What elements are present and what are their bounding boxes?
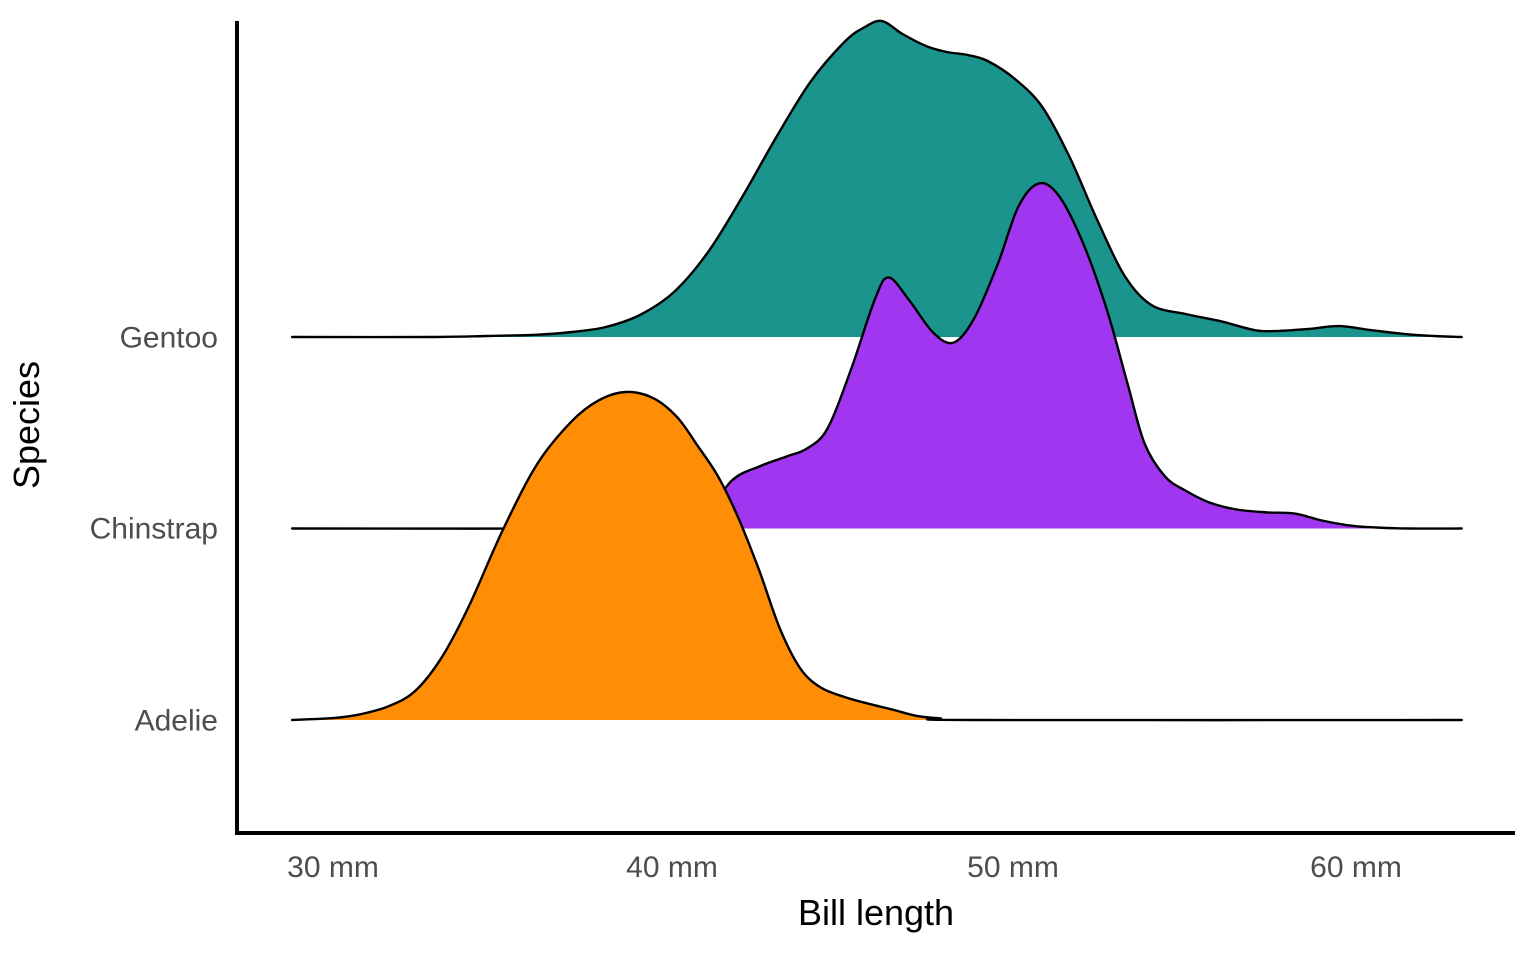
ridge-group (290, 19, 1463, 722)
y-tick-label-chinstrap: Chinstrap (90, 513, 218, 546)
x-tick-label-60mm: 60 mm (1310, 851, 1402, 884)
y-tick-label-gentoo: Gentoo (120, 322, 218, 355)
density-curve-gentoo (290, 19, 1463, 339)
x-tick-label-30mm: 30 mm (287, 851, 379, 884)
density-curve-adelie (290, 390, 1463, 722)
x-tick-label-40mm: 40 mm (626, 851, 718, 884)
density-curve-chinstrap (290, 181, 1463, 530)
y-axis-title: Species (6, 361, 47, 489)
y-tick-label-adelie: Adelie (135, 705, 218, 738)
x-tick-label-50mm: 50 mm (967, 851, 1059, 884)
x-axis-title: Bill length (798, 892, 954, 933)
